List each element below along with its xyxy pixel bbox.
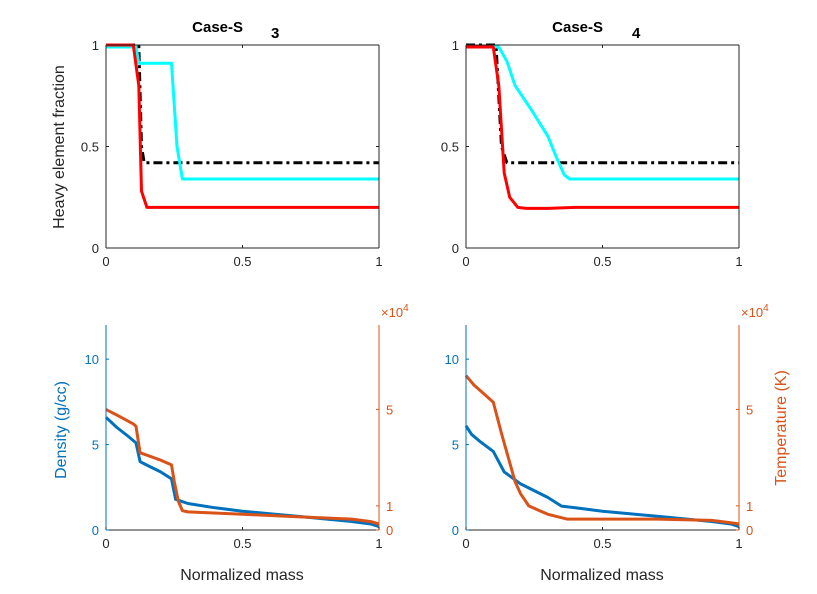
panel-bottom-right: Normalized mass Temperature (K) ×104 0 0.… — [445, 303, 790, 584]
y-tick-label-right: 1 — [746, 499, 753, 514]
y-tick-label-right: 1 — [386, 499, 393, 514]
right-axis-exponent: ×104 — [381, 303, 409, 320]
y-tick-label: 0.5 — [441, 140, 459, 155]
x-tick-label: 0.5 — [233, 536, 251, 551]
plot-area — [466, 45, 739, 248]
y-tick-label: 5 — [452, 438, 459, 453]
y-tick-label: 1 — [92, 38, 99, 53]
panel-title: Case-S — [552, 19, 603, 36]
x-axis-label: Normalized mass — [180, 567, 304, 584]
exponent-power: 4 — [403, 303, 409, 314]
x-tick-label: 0 — [462, 254, 469, 269]
panel-bottom-left: Normalized mass Density (g/cc) ×104 0 0.5… — [53, 303, 409, 584]
y-tick-label: 0 — [92, 523, 99, 538]
y-tick-label: 0 — [452, 523, 459, 538]
x-tick-label: 0.5 — [233, 254, 251, 269]
y-tick-label: 0 — [452, 241, 459, 256]
x-tick-label: 0 — [102, 536, 109, 551]
x-tick-label: 0.5 — [593, 536, 611, 551]
x-tick-label: 0.5 — [593, 254, 611, 269]
y-tick-label: 10 — [85, 352, 99, 367]
right-axis-exponent: ×104 — [741, 303, 769, 320]
x-tick-label: 0 — [462, 536, 469, 551]
x-axis-label: Normalized mass — [540, 567, 664, 584]
plot-area — [466, 325, 739, 530]
y-tick-label: 5 — [92, 438, 99, 453]
y-tick-label-right: 5 — [746, 402, 753, 417]
panel-top-left: Case-S 3 Heavy element fraction 0 0.5 1 0 0.… — [51, 19, 383, 269]
series-line-red — [466, 45, 739, 210]
y-tick-label-right: 5 — [386, 402, 393, 417]
series-line-temperature — [105, 408, 380, 526]
x-tick-label: 0 — [102, 254, 109, 269]
series-line-cyan — [466, 45, 739, 181]
y-tick-label: 10 — [445, 352, 459, 367]
panel-title: Case-S — [192, 19, 243, 36]
y-tick-label-right: 0 — [746, 523, 753, 538]
series-line-temperature — [464, 374, 740, 526]
y-axis-label: Heavy element fraction — [51, 65, 68, 229]
x-tick-label: 1 — [735, 536, 742, 551]
y-tick-label: 0.5 — [81, 140, 99, 155]
x-tick-label: 1 — [375, 254, 382, 269]
exponent-power: 4 — [763, 303, 769, 314]
exponent-prefix: ×10 — [741, 305, 763, 320]
panel-title-subscript: 3 — [271, 25, 279, 42]
y-axis-label-right: Temperature (K) — [773, 370, 790, 486]
x-tick-label: 1 — [375, 536, 382, 551]
plot-area — [106, 325, 379, 530]
panel-title-subscript: 4 — [632, 25, 641, 42]
panel-top-right: Case-S 4 0 0.5 1 0 0.5 1 — [441, 19, 743, 269]
y-tick-label: 0 — [92, 241, 99, 256]
x-tick-label: 1 — [735, 254, 742, 269]
y-axis-label-left: Density (g/cc) — [53, 381, 70, 479]
series-line-cyan — [106, 45, 379, 181]
y-tick-label-right: 0 — [386, 523, 393, 538]
exponent-prefix: ×10 — [381, 305, 403, 320]
y-tick-label: 1 — [452, 38, 459, 53]
plot-area — [106, 45, 379, 248]
